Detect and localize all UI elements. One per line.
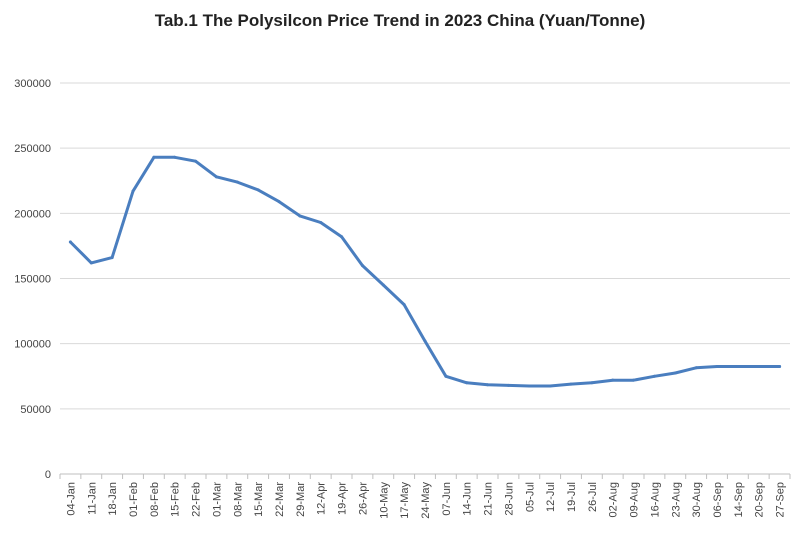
y-tick-label: 0 [45,469,51,481]
x-tick-label: 16-Aug [649,482,661,517]
data-point [298,214,302,218]
data-point [590,381,594,385]
data-point [506,383,510,387]
data-point [673,371,677,375]
x-tick-label: 10-May [378,482,390,519]
x-tick-label: 19-Apr [337,482,349,515]
x-tick-label: 23-Aug [670,482,682,517]
data-point [110,256,114,260]
data-point [152,155,156,159]
data-point [694,366,698,370]
y-tick-label: 250000 [14,143,51,155]
data-point [360,263,364,267]
series-line [68,155,782,388]
x-tick-label: 20-Sep [754,482,766,517]
data-point [402,303,406,307]
x-tick-label: 18-Jan [107,482,119,516]
data-point [548,384,552,388]
y-tick-label: 50000 [20,404,51,416]
data-point [381,283,385,287]
x-tick-label: 26-Jul [587,482,599,512]
y-tick-label: 200000 [14,208,51,220]
x-tick-label: 22-Feb [191,482,203,517]
data-point [214,175,218,179]
x-tick-label: 02-Aug [608,482,620,517]
x-tick-label: 14-Jun [462,482,474,516]
x-tick-label: 08-Mar [232,482,244,517]
x-tick-label: 21-Jun [483,482,495,516]
x-tick-label: 11-Jan [86,482,98,515]
data-point [235,180,239,184]
x-tick-label: 28-Jun [503,482,515,516]
x-tick-label: 17-May [399,482,411,519]
x-tick-label: 19-Jul [566,482,578,512]
data-point [173,155,177,159]
x-tick-label: 26-Apr [357,482,369,515]
x-tick-label: 30-Aug [691,482,703,517]
data-point [277,200,281,204]
x-tick-label: 09-Aug [629,482,641,517]
x-tick-label: 12-Jul [545,482,557,512]
x-tick-label: 04-Jan [65,482,77,516]
x-tick-label: 12-Apr [316,482,328,515]
x-tick-label: 29-Mar [295,482,307,517]
data-point [611,378,615,382]
x-tick-label: 15-Feb [170,482,182,517]
data-point [256,188,260,192]
x-tick-label: 07-Jun [441,482,453,516]
data-point [569,382,573,386]
x-tick-label: 24-May [420,482,432,519]
y-tick-label: 300000 [14,78,51,90]
data-point [632,378,636,382]
data-point [465,381,469,385]
data-point [444,374,448,378]
data-point [131,189,135,193]
x-tick-label: 22-Mar [274,482,286,517]
chart-title: Tab.1 The Polysilcon Price Trend in 2023… [154,11,646,30]
data-point [486,383,490,387]
data-point [757,364,761,368]
data-point [89,261,93,265]
data-point [715,364,719,368]
data-point [527,384,531,388]
data-point [652,374,656,378]
data-point [68,240,72,244]
data-point [319,220,323,224]
x-tick-label: 05-Jul [524,482,536,512]
x-tick-label: 15-Mar [253,482,265,517]
x-tick-label: 01-Mar [211,482,223,517]
data-point [340,235,344,239]
x-tick-label: 14-Sep [733,482,745,517]
y-tick-label: 150000 [14,274,51,286]
data-point [778,364,782,368]
x-tick-label: 06-Sep [712,482,724,517]
x-tick-label: 01-Feb [128,482,140,517]
data-point [736,364,740,368]
x-tick-label: 08-Feb [149,482,161,517]
x-tick-label: 27-Sep [775,482,787,517]
data-point [194,159,198,163]
data-point [423,339,427,343]
y-tick-label: 100000 [14,339,51,351]
